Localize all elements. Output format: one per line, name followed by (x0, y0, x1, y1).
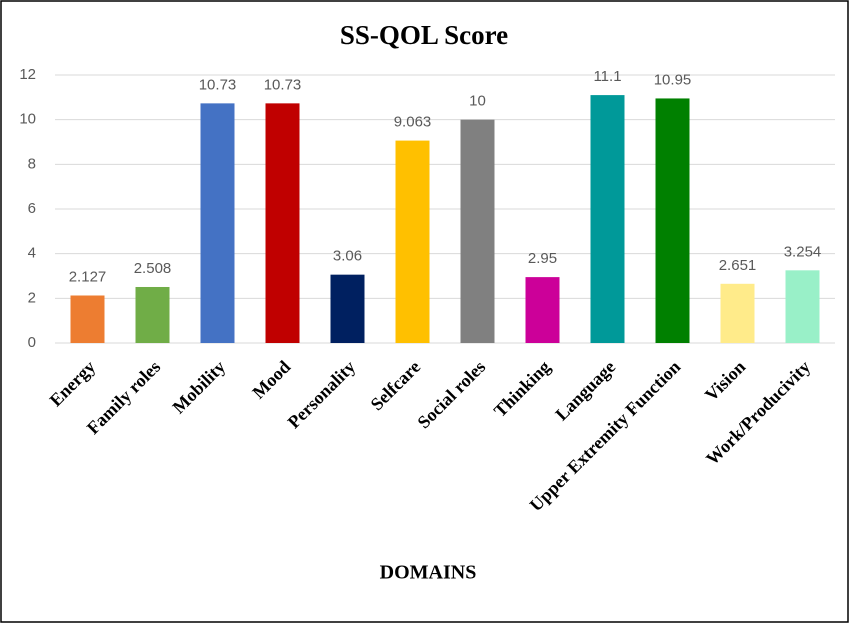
data-label: 2.127 (69, 268, 107, 285)
data-label: 11.1 (593, 68, 621, 85)
y-tick-label: 10 (19, 111, 36, 128)
bar (330, 274, 365, 343)
data-label: 3.06 (333, 248, 362, 265)
data-label: 10.73 (199, 76, 237, 93)
bar (525, 277, 560, 343)
bar (70, 295, 105, 343)
bar (590, 95, 625, 343)
y-tick-label: 6 (28, 200, 36, 217)
chart-title: SS-QOL Score (340, 20, 508, 50)
y-tick-label: 4 (28, 245, 36, 262)
data-label: 10 (469, 93, 486, 110)
bar (460, 119, 495, 344)
data-label: 9.063 (394, 114, 432, 131)
bar (200, 103, 235, 343)
bar (785, 270, 820, 343)
bar (395, 140, 430, 343)
x-axis-title: DOMAINS (380, 562, 477, 584)
data-label: 10.73 (264, 76, 302, 93)
data-label: 2.651 (719, 257, 757, 274)
y-tick-label: 8 (28, 155, 36, 172)
bar (655, 98, 690, 343)
data-label: 10.95 (654, 71, 692, 88)
data-label: 3.254 (784, 243, 822, 260)
y-tick-label: 0 (28, 334, 36, 351)
bar (720, 283, 755, 343)
bar (265, 103, 300, 343)
y-tick-label: 12 (19, 66, 36, 83)
data-label: 2.508 (134, 260, 172, 277)
data-label: 2.95 (528, 250, 557, 267)
y-tick-label: 2 (28, 289, 36, 306)
bar (135, 286, 170, 343)
